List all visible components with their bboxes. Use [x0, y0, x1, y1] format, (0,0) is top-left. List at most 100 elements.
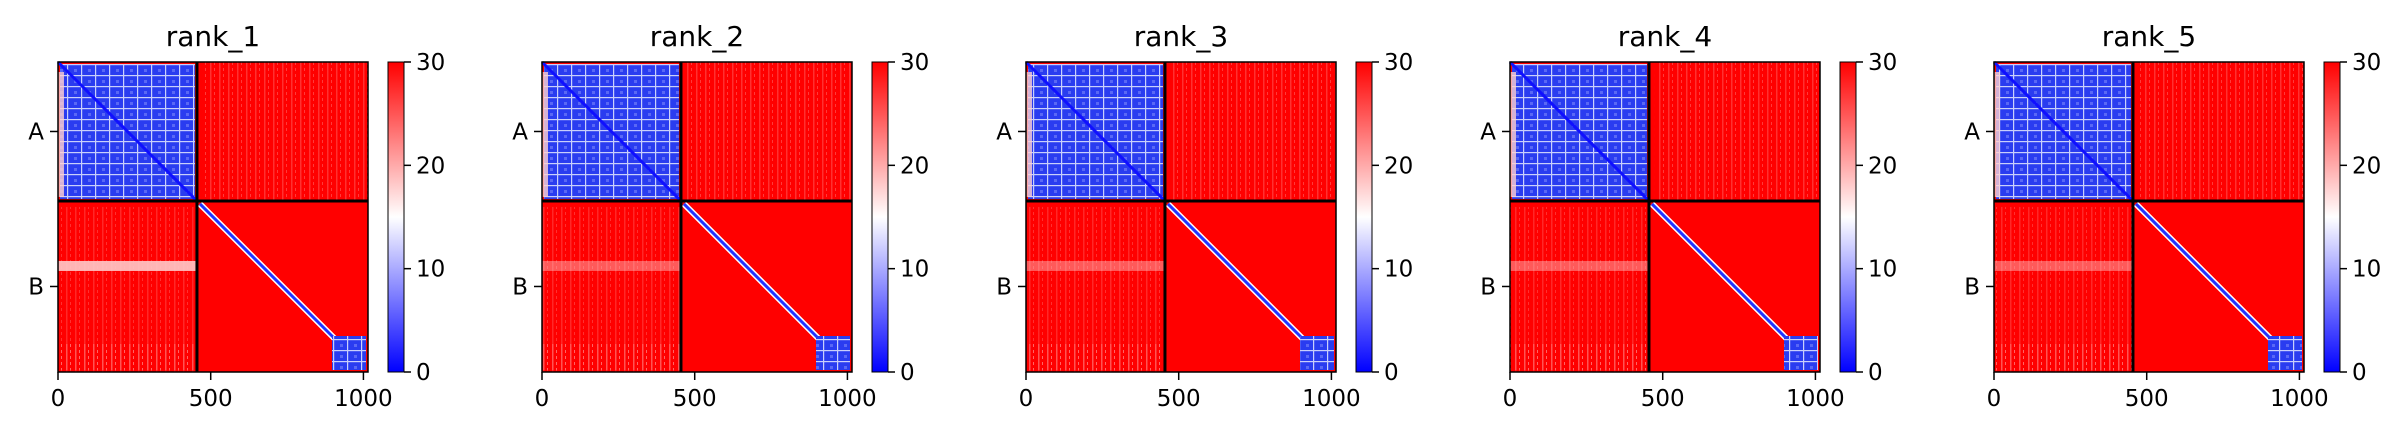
chain-a-diagonal [540, 60, 683, 203]
pae-panel-2: rank_2 0 500 1000 A B 0 10 20 30 [512, 20, 929, 412]
chain-b-diagonal [2134, 202, 2276, 344]
y-tick-label: B [996, 274, 1012, 300]
colorbar-tick-label: 30 [2352, 50, 2381, 76]
chain-b-diagonal [1650, 202, 1792, 344]
panel-title: rank_4 [1618, 20, 1712, 53]
x-tick-label: 1000 [1302, 386, 1361, 412]
chain-a-edge [1510, 72, 1516, 197]
colorbar [387, 61, 405, 373]
y-tick-label: B [1964, 274, 1980, 300]
x-tick-label: 0 [1987, 386, 2002, 412]
offdiag-band [1026, 260, 1165, 271]
y-tick-label: A [1964, 119, 1980, 145]
chain-a-diagonal [1992, 60, 2135, 203]
offdiag-ab [2138, 62, 2304, 201]
colorbar-tick-label: 0 [1868, 360, 1883, 386]
x-tick-label: 1000 [1786, 386, 1845, 412]
y-tick-label: A [28, 119, 44, 145]
colorbar-tick-label: 30 [416, 50, 445, 76]
chain-a-edge [1026, 72, 1032, 197]
x-tick-label: 1000 [334, 386, 393, 412]
panel-title: rank_3 [1134, 20, 1228, 53]
colorbar [871, 61, 889, 373]
colorbar-tick-label: 30 [1384, 50, 1413, 76]
offdiag-ab [202, 62, 368, 201]
y-tick-label: A [996, 119, 1012, 145]
colorbar-tick-label: 10 [1868, 257, 1897, 283]
colorbar-tick-label: 30 [900, 50, 929, 76]
chain-a-edge [58, 72, 64, 197]
x-tick-label: 500 [1157, 386, 1201, 412]
heatmap-frame [1993, 61, 2305, 373]
colorbar-tick-label: 20 [900, 153, 929, 179]
x-tick-label: 500 [1641, 386, 1685, 412]
heatmap-frame [541, 61, 853, 373]
y-tick-label: A [1480, 119, 1496, 145]
colorbar-tick-label: 10 [900, 257, 929, 283]
pae-panel-1: rank_1 0 500 1000 A B 0 10 20 30 [28, 20, 445, 412]
chain-b-terminal-block [332, 336, 366, 370]
colorbar-tick-label: 0 [900, 360, 915, 386]
colorbar-tick-label: 20 [1868, 153, 1897, 179]
offdiag-band [1510, 260, 1649, 271]
colorbar-tick-label: 20 [2352, 153, 2381, 179]
y-tick-label: B [512, 274, 528, 300]
chain-b-diagonal [682, 202, 824, 344]
pae-panel-5: rank_5 0 500 1000 A B 0 10 20 30 [1964, 20, 2381, 412]
colorbar-tick-label: 20 [1384, 153, 1413, 179]
offdiag-ab [686, 62, 852, 201]
colorbar-tick-label: 10 [416, 257, 445, 283]
colorbar-tick-label: 0 [1384, 360, 1399, 386]
offdiag-band [1994, 260, 2133, 271]
offdiag-bottom [1026, 344, 1165, 370]
colorbar-tick-label: 0 [416, 360, 431, 386]
y-tick-label: B [28, 274, 44, 300]
offdiag-ab [1654, 62, 1820, 201]
chain-b-diagonal [1166, 202, 1308, 344]
pae-panel-4: rank_4 0 500 1000 A B 0 10 20 30 [1480, 20, 1897, 412]
colorbar [2323, 61, 2341, 373]
y-tick-label: A [512, 119, 528, 145]
offdiag-bottom [1510, 344, 1649, 370]
y-tick-label: B [1480, 274, 1496, 300]
offdiag-ab [1170, 62, 1336, 201]
offdiag-bottom [58, 344, 197, 370]
pae-panel-3: rank_3 0 500 1000 A B 0 10 20 30 [996, 20, 1413, 412]
offdiag-bottom [542, 344, 681, 370]
chain-b-diagonal [198, 202, 340, 344]
panel-title: rank_1 [166, 20, 260, 53]
x-tick-label: 500 [2125, 386, 2169, 412]
offdiag-band [58, 260, 197, 271]
chain-a-diagonal [56, 60, 199, 203]
colorbar-tick-label: 10 [1384, 257, 1413, 283]
colorbar [1839, 61, 1857, 373]
panel-title: rank_2 [650, 20, 744, 53]
x-tick-label: 0 [1503, 386, 1518, 412]
chain-a-edge [1994, 72, 2000, 197]
chain-b-terminal-block [1300, 336, 1334, 370]
x-tick-label: 500 [189, 386, 233, 412]
colorbar-tick-label: 10 [2352, 257, 2381, 283]
x-tick-label: 1000 [2270, 386, 2329, 412]
colorbar-tick-label: 0 [2352, 360, 2367, 386]
heatmap-frame [1509, 61, 1821, 373]
offdiag-bottom [1994, 344, 2133, 370]
chain-b-terminal-block [816, 336, 850, 370]
offdiag-band [542, 260, 681, 271]
x-tick-label: 0 [535, 386, 550, 412]
chain-b-terminal-block [2268, 336, 2302, 370]
x-tick-label: 1000 [818, 386, 877, 412]
chain-a-diagonal [1024, 60, 1167, 203]
panel-title: rank_5 [2102, 20, 2196, 53]
colorbar [1355, 61, 1373, 373]
x-tick-label: 0 [51, 386, 66, 412]
chain-b-terminal-block [1784, 336, 1818, 370]
heatmap-frame [57, 61, 369, 373]
chain-a-diagonal [1508, 60, 1651, 203]
colorbar-tick-label: 30 [1868, 50, 1897, 76]
colorbar-tick-label: 20 [416, 153, 445, 179]
x-tick-label: 500 [673, 386, 717, 412]
heatmap-frame [1025, 61, 1337, 373]
x-tick-label: 0 [1019, 386, 1034, 412]
